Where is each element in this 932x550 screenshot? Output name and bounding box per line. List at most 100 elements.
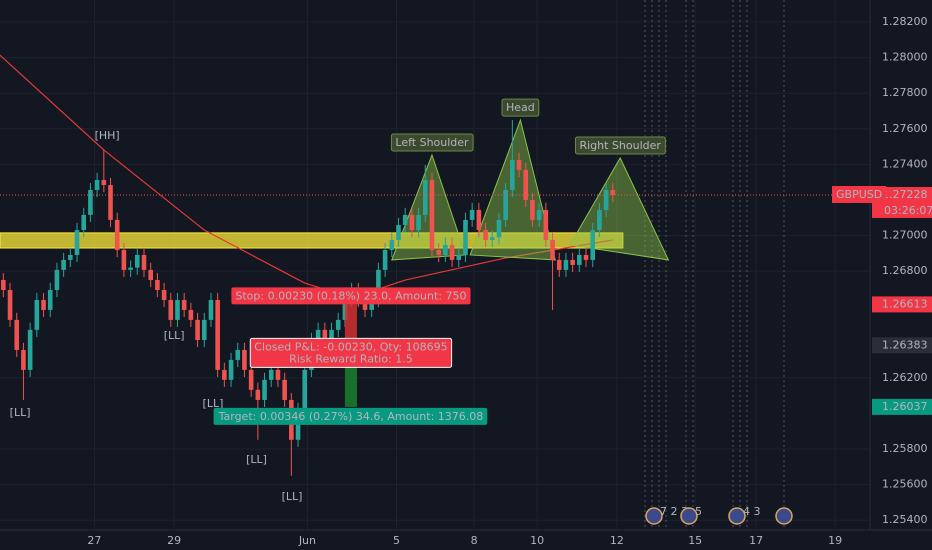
y-tick-label: 1.26200 bbox=[882, 371, 928, 384]
candle-body bbox=[335, 319, 341, 330]
candle-body bbox=[590, 230, 596, 260]
candle-body bbox=[128, 267, 133, 270]
candle-body bbox=[21, 349, 26, 370]
candle-body bbox=[302, 369, 308, 410]
pattern-triangle bbox=[391, 153, 467, 261]
candle-body bbox=[14, 319, 20, 350]
closed-box bbox=[249, 337, 453, 368]
event-icon bbox=[728, 507, 746, 525]
candle-body bbox=[141, 254, 147, 270]
pattern-label-box bbox=[501, 98, 540, 117]
price-label: 1.26383 bbox=[882, 338, 928, 351]
candle-body bbox=[195, 319, 200, 340]
price-label-box bbox=[872, 398, 932, 415]
x-tick-label: 8 bbox=[471, 534, 478, 547]
y-tick-label: 1.25800 bbox=[882, 442, 928, 455]
pattern-label: Left Shoulder bbox=[395, 136, 469, 149]
y-tick-label: 1.27000 bbox=[882, 229, 928, 242]
candle-body bbox=[483, 230, 488, 241]
candle-body bbox=[34, 299, 40, 330]
candle-body bbox=[530, 199, 535, 220]
candle-body bbox=[577, 254, 582, 265]
x-tick-label: 17 bbox=[749, 534, 763, 547]
candle-body bbox=[389, 240, 395, 250]
candle-body bbox=[215, 299, 220, 370]
candle-body bbox=[543, 209, 549, 241]
candle-body bbox=[88, 190, 93, 215]
candle-body bbox=[68, 254, 73, 260]
candle-body bbox=[422, 180, 428, 215]
x-tick-label: 12 bbox=[610, 534, 624, 547]
y-tick-label: 1.25600 bbox=[882, 478, 928, 491]
candle-body bbox=[496, 219, 502, 238]
candle-body bbox=[556, 259, 562, 270]
candle-body bbox=[510, 159, 515, 191]
candle-body bbox=[516, 159, 522, 170]
x-tick-label: 27 bbox=[87, 534, 101, 547]
price-label-box bbox=[872, 296, 932, 313]
countdown: 03:26:07 bbox=[884, 204, 932, 217]
candle-body bbox=[382, 249, 388, 270]
candle-body bbox=[134, 254, 140, 268]
candle-body bbox=[201, 319, 207, 340]
candle-body bbox=[463, 219, 468, 255]
candle-body bbox=[61, 259, 66, 270]
candle-body bbox=[603, 190, 609, 210]
y-tick-label: 1.27400 bbox=[882, 157, 928, 170]
candle-body bbox=[362, 299, 368, 310]
candle-body bbox=[396, 225, 401, 241]
x-tick-label: Jun bbox=[298, 534, 316, 547]
swing-marker: [LL] bbox=[164, 329, 185, 342]
candle-body bbox=[409, 214, 415, 231]
target-label-box bbox=[213, 407, 488, 425]
candle-body bbox=[275, 369, 281, 380]
candle-body bbox=[536, 209, 542, 220]
candle-body bbox=[282, 379, 287, 400]
candle-body bbox=[429, 180, 435, 250]
candle-body bbox=[456, 254, 462, 260]
candle-body bbox=[416, 214, 421, 231]
candle-body bbox=[550, 240, 555, 260]
symbol-label-box bbox=[832, 185, 887, 203]
candle-body bbox=[94, 180, 100, 191]
candle-body bbox=[228, 359, 234, 380]
x-tick-label: 29 bbox=[167, 534, 181, 547]
candle-body bbox=[503, 190, 508, 220]
price-label-box bbox=[872, 186, 932, 203]
swing-marker: [LL] bbox=[10, 406, 31, 419]
session-lines bbox=[644, 0, 785, 530]
y-tick-label: 1.27600 bbox=[882, 122, 928, 135]
pattern-label: Head bbox=[506, 101, 535, 114]
candle-body bbox=[222, 369, 227, 380]
candle-body bbox=[449, 244, 455, 260]
stop-label-box bbox=[231, 287, 471, 305]
candle-body bbox=[248, 369, 254, 390]
candle-body bbox=[369, 299, 375, 310]
candle-body bbox=[436, 249, 441, 255]
candle-body bbox=[175, 299, 180, 320]
candle-body bbox=[583, 254, 589, 260]
x-tick-label: 5 bbox=[393, 534, 400, 547]
candle-body bbox=[108, 185, 113, 220]
candle-body bbox=[181, 299, 187, 310]
price-label-box bbox=[872, 337, 932, 354]
candle-body bbox=[489, 237, 495, 241]
y-tick-label: 1.27800 bbox=[882, 86, 928, 99]
countdown-box bbox=[872, 202, 932, 218]
event-icon bbox=[645, 507, 663, 525]
candle-body bbox=[1, 280, 6, 290]
candle-body bbox=[610, 190, 616, 195]
x-tick-label: 10 bbox=[530, 534, 544, 547]
candle-body bbox=[570, 259, 575, 265]
price-label: 1.26037 bbox=[882, 400, 928, 413]
event-icon bbox=[680, 507, 698, 525]
x-tick-label: 19 bbox=[828, 534, 842, 547]
candle-body bbox=[155, 280, 160, 290]
candle-body bbox=[54, 269, 60, 290]
candle-body bbox=[114, 219, 120, 250]
candle-body bbox=[161, 289, 167, 300]
candle-body bbox=[242, 349, 247, 370]
